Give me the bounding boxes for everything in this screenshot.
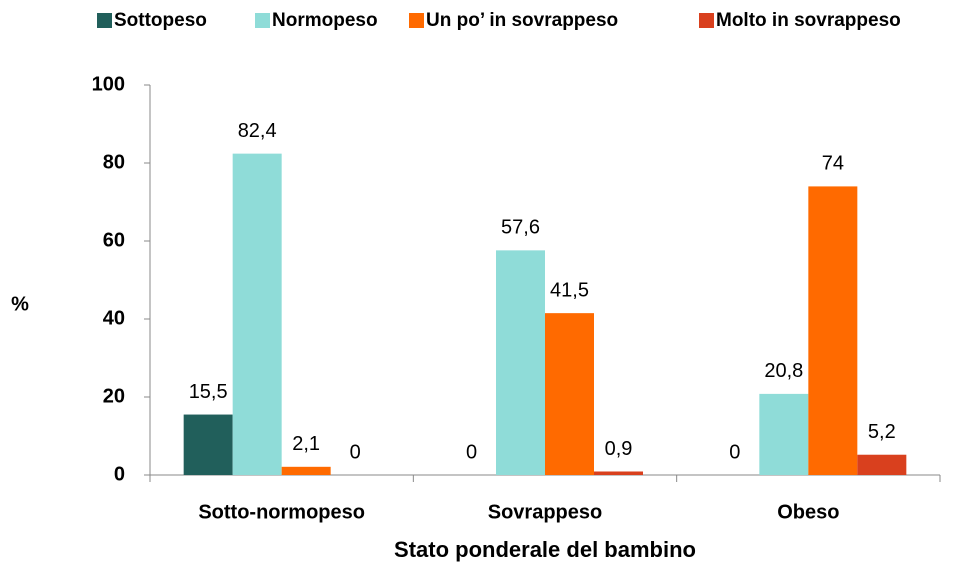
legend-swatch: [97, 13, 112, 28]
value-label: 20,8: [764, 360, 803, 382]
legend-swatch: [255, 13, 270, 28]
legend-label: Normopeso: [272, 10, 378, 31]
value-label: 57,6: [501, 217, 540, 239]
y-tick-label: 40: [103, 307, 125, 329]
legend-swatch: [409, 13, 424, 28]
value-label: 0: [466, 441, 477, 463]
value-label: 82,4: [238, 120, 277, 142]
value-label: 0,9: [605, 438, 633, 460]
value-label: 41,5: [550, 279, 589, 301]
bar: [281, 466, 331, 475]
bar: [759, 393, 809, 475]
value-label: 0: [350, 441, 361, 463]
legend-label: Molto in sovrappeso: [716, 10, 901, 31]
bar: [808, 186, 858, 475]
bar: [183, 414, 233, 475]
x-tick-label: Obeso: [777, 501, 839, 523]
value-label: 15,5: [189, 381, 228, 403]
bar: [857, 454, 907, 475]
y-tick-label: 0: [114, 463, 125, 485]
y-tick-label: 60: [103, 229, 125, 251]
bar: [545, 313, 594, 475]
x-tick-label: Sovrappeso: [488, 501, 602, 523]
x-axis-title: Stato ponderale del bambino: [394, 537, 696, 562]
value-label: 5,2: [868, 421, 896, 443]
legend-label: Un po’ in sovrappeso: [426, 10, 618, 31]
value-label: 0: [729, 441, 740, 463]
bar: [594, 471, 643, 475]
y-tick-label: 100: [92, 73, 125, 95]
y-tick-label: 20: [103, 385, 125, 407]
legend-swatch: [699, 13, 714, 28]
value-label: 2,1: [292, 433, 320, 455]
value-label: 74: [822, 153, 844, 175]
y-axis-title: %: [11, 293, 29, 315]
bar: [232, 153, 282, 475]
y-tick-label: 80: [103, 151, 125, 173]
bar: [496, 250, 545, 475]
legend-label: Sottopeso: [114, 10, 207, 31]
x-tick-label: Sotto-normopeso: [198, 501, 365, 523]
